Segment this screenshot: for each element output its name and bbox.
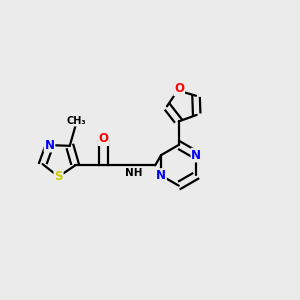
- Text: S: S: [54, 170, 63, 183]
- Text: NH: NH: [124, 168, 142, 178]
- Text: N: N: [44, 139, 55, 152]
- Text: O: O: [174, 82, 184, 95]
- Text: O: O: [98, 132, 109, 145]
- Text: N: N: [191, 148, 201, 162]
- Text: N: N: [156, 169, 166, 182]
- Text: CH₃: CH₃: [66, 116, 86, 126]
